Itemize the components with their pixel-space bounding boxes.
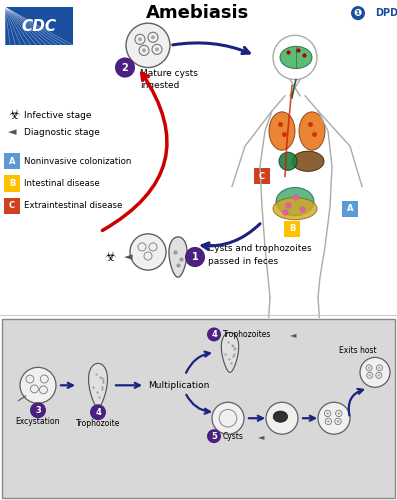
Text: Trophozoites: Trophozoites bbox=[223, 330, 272, 339]
FancyBboxPatch shape bbox=[4, 153, 20, 170]
Ellipse shape bbox=[269, 112, 295, 150]
Circle shape bbox=[378, 366, 381, 369]
FancyArrowPatch shape bbox=[349, 389, 363, 415]
Polygon shape bbox=[222, 332, 239, 372]
Text: 1: 1 bbox=[192, 252, 198, 262]
Circle shape bbox=[130, 234, 166, 270]
Text: Exits host: Exits host bbox=[339, 346, 377, 355]
Text: 3: 3 bbox=[35, 406, 41, 414]
Text: ◄: ◄ bbox=[8, 127, 17, 137]
Circle shape bbox=[212, 402, 244, 434]
Text: ◄: ◄ bbox=[290, 330, 297, 339]
Text: 5: 5 bbox=[211, 432, 217, 440]
Circle shape bbox=[360, 358, 390, 388]
FancyArrowPatch shape bbox=[116, 383, 140, 388]
Text: DPD►: DPD► bbox=[375, 8, 397, 18]
Text: ☣: ☣ bbox=[8, 110, 19, 122]
Text: Excystation: Excystation bbox=[16, 416, 60, 426]
FancyArrowPatch shape bbox=[186, 395, 210, 413]
Text: Mature cysts
ingested: Mature cysts ingested bbox=[140, 69, 198, 90]
Text: Trophozoite: Trophozoite bbox=[76, 418, 120, 428]
Text: ☣: ☣ bbox=[104, 250, 116, 264]
Circle shape bbox=[138, 38, 142, 42]
Circle shape bbox=[378, 374, 380, 376]
Text: ◄: ◄ bbox=[124, 252, 132, 262]
Text: B: B bbox=[9, 179, 15, 188]
FancyBboxPatch shape bbox=[254, 168, 270, 184]
Ellipse shape bbox=[276, 188, 314, 216]
Circle shape bbox=[326, 412, 329, 414]
Ellipse shape bbox=[279, 152, 297, 171]
Text: passed in feces: passed in feces bbox=[208, 256, 278, 266]
Circle shape bbox=[327, 420, 330, 422]
Polygon shape bbox=[89, 364, 108, 407]
Circle shape bbox=[351, 6, 365, 20]
Polygon shape bbox=[169, 237, 187, 277]
Circle shape bbox=[266, 402, 298, 434]
Text: Cysts and trophozoites: Cysts and trophozoites bbox=[208, 244, 312, 254]
Circle shape bbox=[368, 374, 371, 376]
Text: ❶: ❶ bbox=[354, 8, 362, 18]
Text: Intestinal disease: Intestinal disease bbox=[24, 179, 100, 188]
Text: Multiplication: Multiplication bbox=[148, 381, 209, 390]
Circle shape bbox=[207, 328, 221, 342]
Text: Extraintestinal disease: Extraintestinal disease bbox=[24, 201, 122, 210]
Ellipse shape bbox=[273, 411, 287, 422]
FancyBboxPatch shape bbox=[2, 320, 395, 498]
Circle shape bbox=[20, 368, 56, 404]
Ellipse shape bbox=[273, 198, 317, 220]
Circle shape bbox=[337, 420, 339, 422]
Ellipse shape bbox=[299, 112, 325, 150]
FancyBboxPatch shape bbox=[4, 198, 20, 214]
Circle shape bbox=[368, 366, 370, 369]
Circle shape bbox=[207, 429, 221, 443]
Text: A: A bbox=[9, 157, 15, 166]
Circle shape bbox=[90, 404, 106, 420]
Text: 4: 4 bbox=[95, 408, 101, 416]
Text: 2: 2 bbox=[121, 62, 128, 72]
FancyBboxPatch shape bbox=[284, 220, 300, 237]
Text: Diagnostic stage: Diagnostic stage bbox=[24, 128, 100, 136]
Text: A: A bbox=[347, 204, 353, 213]
FancyArrowPatch shape bbox=[186, 352, 210, 373]
Text: CDC: CDC bbox=[21, 18, 56, 34]
Text: C: C bbox=[259, 172, 265, 181]
Text: C: C bbox=[9, 201, 15, 210]
Circle shape bbox=[155, 48, 159, 52]
FancyBboxPatch shape bbox=[342, 200, 358, 216]
Circle shape bbox=[30, 402, 46, 418]
Circle shape bbox=[318, 402, 350, 434]
Text: Amebiasis: Amebiasis bbox=[146, 4, 250, 22]
FancyBboxPatch shape bbox=[4, 176, 20, 192]
Text: B: B bbox=[289, 224, 295, 234]
Text: 4: 4 bbox=[211, 330, 217, 339]
FancyBboxPatch shape bbox=[5, 7, 73, 46]
FancyArrowPatch shape bbox=[202, 224, 260, 250]
Ellipse shape bbox=[280, 46, 312, 68]
Ellipse shape bbox=[292, 151, 324, 172]
Circle shape bbox=[337, 412, 340, 414]
Circle shape bbox=[142, 48, 146, 52]
Text: Infective stage: Infective stage bbox=[24, 112, 91, 120]
Circle shape bbox=[115, 58, 135, 78]
FancyArrowPatch shape bbox=[173, 43, 249, 54]
Circle shape bbox=[126, 23, 170, 68]
Circle shape bbox=[185, 247, 205, 267]
FancyArrowPatch shape bbox=[249, 416, 263, 420]
Text: Noninvasive colonization: Noninvasive colonization bbox=[24, 157, 131, 166]
Text: ◄: ◄ bbox=[258, 432, 264, 440]
Text: Cysts: Cysts bbox=[223, 432, 244, 440]
FancyArrowPatch shape bbox=[102, 73, 167, 231]
Circle shape bbox=[151, 36, 155, 40]
FancyArrowPatch shape bbox=[303, 416, 315, 420]
FancyArrowPatch shape bbox=[61, 383, 73, 388]
